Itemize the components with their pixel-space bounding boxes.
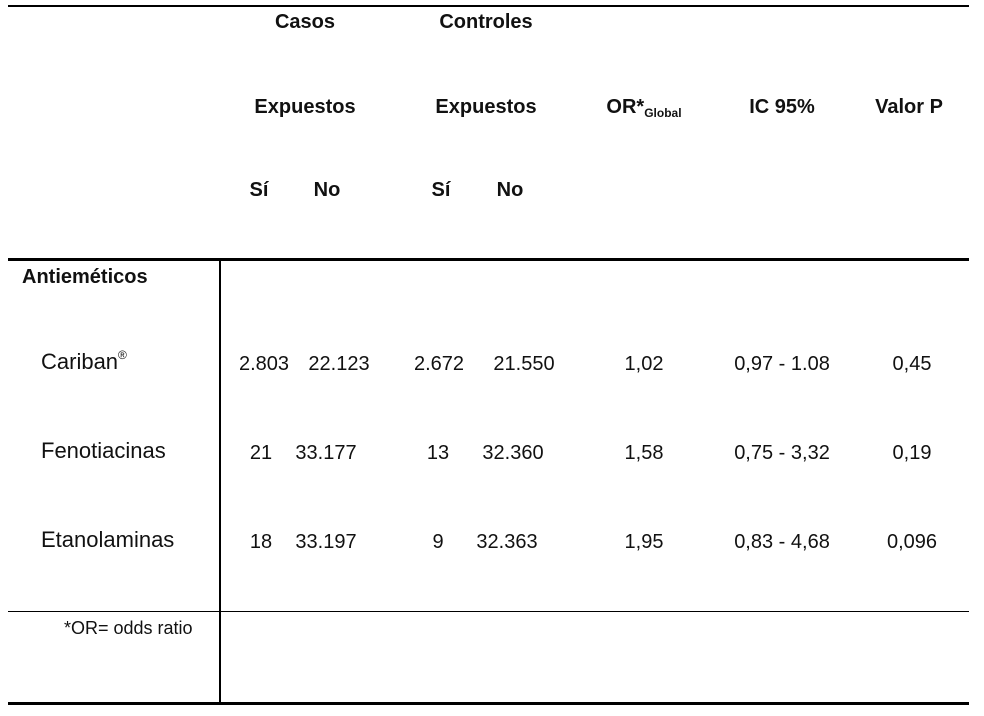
header-expuestos-controles: Expuestos — [435, 96, 537, 118]
cell-casos-no: 22.123 — [308, 353, 370, 375]
header-no-casos: No — [313, 179, 341, 201]
cell-or: 1,58 — [624, 442, 664, 464]
header-no-controles: No — [496, 179, 524, 201]
header-valor-p: Valor P — [875, 96, 943, 118]
header-si-controles: Sí — [431, 179, 451, 201]
cell-casos-no: 33.197 — [295, 531, 357, 553]
cell-controles-si: 9 — [432, 531, 444, 553]
cell-ic: 0,75 - 3,32 — [734, 442, 830, 464]
cell-controles-si: 13 — [426, 442, 450, 464]
cell-controles-no: 21.550 — [493, 353, 555, 375]
footnote-rule — [8, 611, 969, 612]
cell-or: 1,02 — [624, 353, 664, 375]
registered-mark: ® — [118, 347, 127, 362]
bottom-rule — [8, 702, 969, 705]
cell-valor-p: 0,096 — [886, 531, 938, 553]
top-rule — [8, 5, 969, 7]
header-controles: Controles — [439, 11, 533, 33]
row-label-etanolaminas: Etanolaminas — [41, 527, 175, 552]
cell-casos-si: 2.803 — [238, 353, 290, 375]
header-or-subscript: Global — [644, 106, 682, 120]
cell-casos-si: 18 — [249, 531, 273, 553]
header-or: OR*Global — [606, 96, 682, 120]
cell-or: 1,95 — [624, 531, 664, 553]
header-expuestos-casos: Expuestos — [254, 96, 356, 118]
header-or-label: OR* — [606, 96, 645, 118]
header-casos: Casos — [274, 11, 336, 33]
header-rule — [8, 258, 969, 261]
row-label-name: Cariban — [41, 349, 119, 375]
cell-controles-no: 32.360 — [482, 442, 544, 464]
row-label-cariban: Cariban® — [41, 347, 127, 375]
cell-controles-no: 32.363 — [476, 531, 538, 553]
cell-ic: 0,83 - 4,68 — [734, 531, 830, 553]
cell-ic: 0,97 - 1.08 — [734, 353, 830, 375]
header-ic: IC 95% — [749, 96, 815, 118]
section-label-antiemeticos: Antieméticos — [22, 266, 148, 288]
cell-valor-p: 0,45 — [892, 353, 932, 375]
cell-casos-no: 33.177 — [295, 442, 357, 464]
cell-casos-si: 21 — [249, 442, 273, 464]
label-column-divider — [219, 261, 221, 703]
row-label-fenotiacinas: Fenotiacinas — [41, 438, 166, 463]
footnote: *OR= odds ratio — [64, 618, 193, 638]
cell-controles-si: 2.672 — [413, 353, 465, 375]
cell-valor-p: 0,19 — [892, 442, 932, 464]
header-si-casos: Sí — [249, 179, 269, 201]
